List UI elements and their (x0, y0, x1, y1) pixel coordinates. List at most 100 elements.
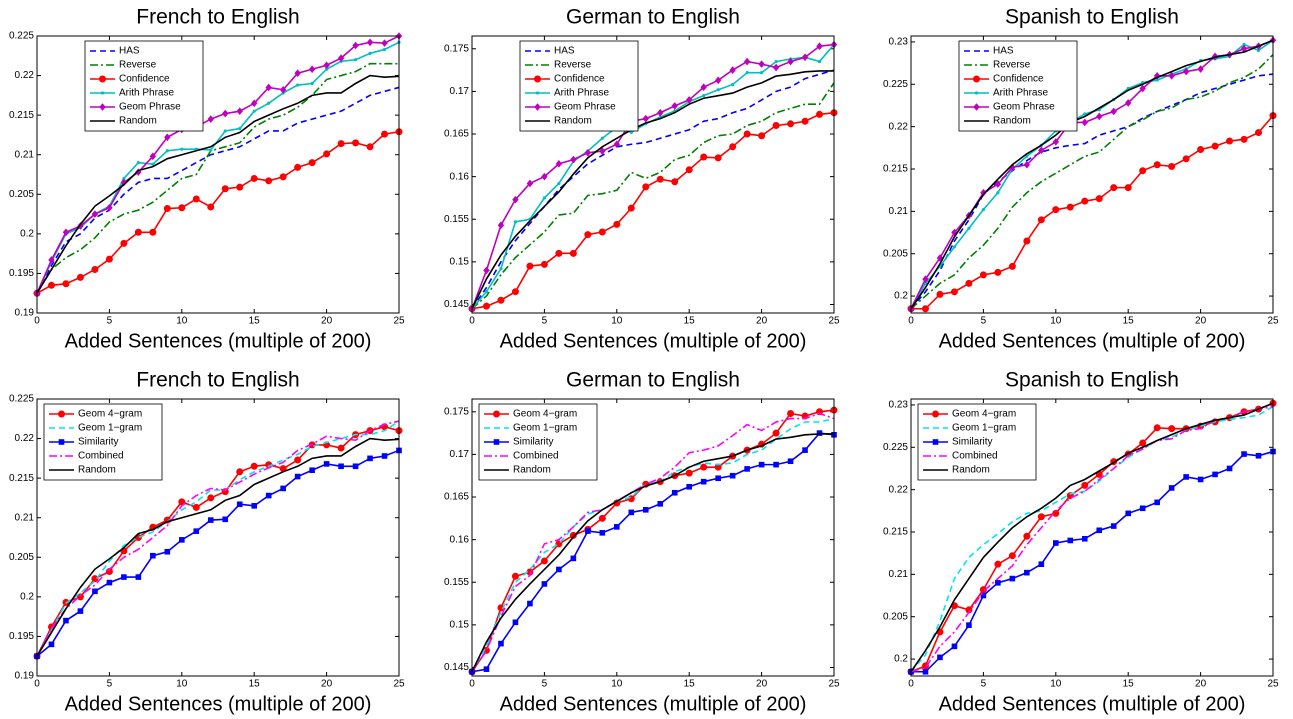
marker (656, 175, 664, 183)
marker (337, 54, 345, 62)
marker (91, 265, 99, 273)
series-line (36, 420, 400, 657)
marker (382, 47, 387, 52)
marker (381, 453, 388, 459)
series-line (36, 420, 400, 657)
marker (151, 162, 155, 166)
marker (265, 177, 273, 185)
marker (1052, 206, 1060, 214)
marker (1081, 118, 1088, 127)
y-tick-label: 0.215 (9, 110, 34, 121)
y-tick-label: 0.225 (883, 79, 908, 90)
y-tick-label: 0.205 (883, 611, 908, 622)
x-axis-label: Added Sentences (multiple of 200) (65, 330, 372, 352)
legend-label: Arith Phrase (119, 88, 174, 99)
marker (671, 178, 679, 186)
x-tick-label: 5 (542, 679, 548, 690)
legend-label: Reverse (993, 60, 1031, 71)
marker (1008, 552, 1016, 560)
marker (787, 458, 794, 465)
marker (91, 210, 99, 218)
marker (1240, 135, 1248, 143)
legend-label: Geom 1−gram (513, 423, 577, 434)
x-tick-label: 10 (176, 679, 188, 690)
x-tick-label: 25 (828, 316, 840, 327)
y-tick-label: 0.205 (9, 552, 34, 563)
legend-label: Confidence (993, 74, 1044, 85)
legend-marker (58, 439, 65, 445)
y-tick-label: 0.165 (444, 492, 469, 503)
marker (965, 279, 973, 287)
y-tick-label: 0.21 (889, 206, 909, 217)
marker (951, 643, 958, 650)
marker (569, 531, 577, 539)
marker (700, 153, 708, 161)
marker (483, 266, 490, 275)
legend-label: Reverse (554, 60, 592, 71)
marker (280, 485, 286, 492)
x-tick-label: 0 (34, 679, 40, 690)
marker (1255, 452, 1262, 459)
marker (1081, 535, 1088, 542)
marker (207, 203, 215, 211)
legend-marker (493, 439, 500, 445)
marker (772, 63, 780, 72)
marker (921, 305, 929, 313)
panel: French to English Added Sentences (multip… (9, 6, 405, 353)
marker (294, 473, 301, 480)
marker (686, 96, 693, 104)
marker (526, 179, 534, 188)
x-tick-label: 0 (908, 679, 914, 690)
marker (1038, 561, 1045, 567)
x-tick-label: 25 (1267, 316, 1279, 327)
marker (569, 249, 577, 257)
marker (599, 530, 606, 536)
marker (308, 159, 316, 167)
marker (294, 163, 302, 171)
marker (236, 468, 244, 476)
marker (122, 176, 126, 181)
marker (716, 88, 720, 92)
marker (787, 409, 795, 417)
marker (1139, 84, 1146, 93)
legend-label: HAS (993, 46, 1014, 57)
marker (922, 275, 929, 283)
marker (629, 130, 633, 134)
series-line (36, 437, 400, 657)
marker (1168, 485, 1175, 491)
series-line (471, 82, 835, 310)
marker (686, 483, 692, 490)
x-tick-label: 10 (1050, 316, 1062, 327)
marker (497, 604, 505, 612)
legend-marker (932, 410, 939, 418)
marker (628, 509, 635, 516)
marker (700, 463, 708, 471)
marker (541, 581, 548, 587)
marker (758, 461, 765, 468)
marker (642, 507, 649, 513)
x-tick-label: 5 (542, 316, 548, 327)
legend-box (958, 40, 1078, 132)
x-tick-label: 15 (249, 316, 261, 327)
marker (685, 469, 693, 477)
marker (337, 444, 345, 452)
marker (48, 256, 55, 264)
marker (192, 195, 200, 203)
marker (178, 204, 186, 212)
marker (47, 281, 55, 289)
chart-title: German to English (566, 6, 740, 29)
legend-marker (973, 103, 980, 111)
marker (1226, 465, 1233, 472)
marker (323, 461, 330, 467)
marker (77, 608, 84, 614)
marker (323, 150, 331, 158)
marker (540, 260, 548, 268)
series-line (910, 54, 1274, 310)
marker (193, 528, 200, 534)
legend-label: Geom 4−gram (513, 409, 577, 420)
x-tick-label: 10 (176, 316, 188, 327)
marker (1154, 499, 1160, 506)
marker (238, 126, 242, 131)
marker (526, 262, 534, 270)
